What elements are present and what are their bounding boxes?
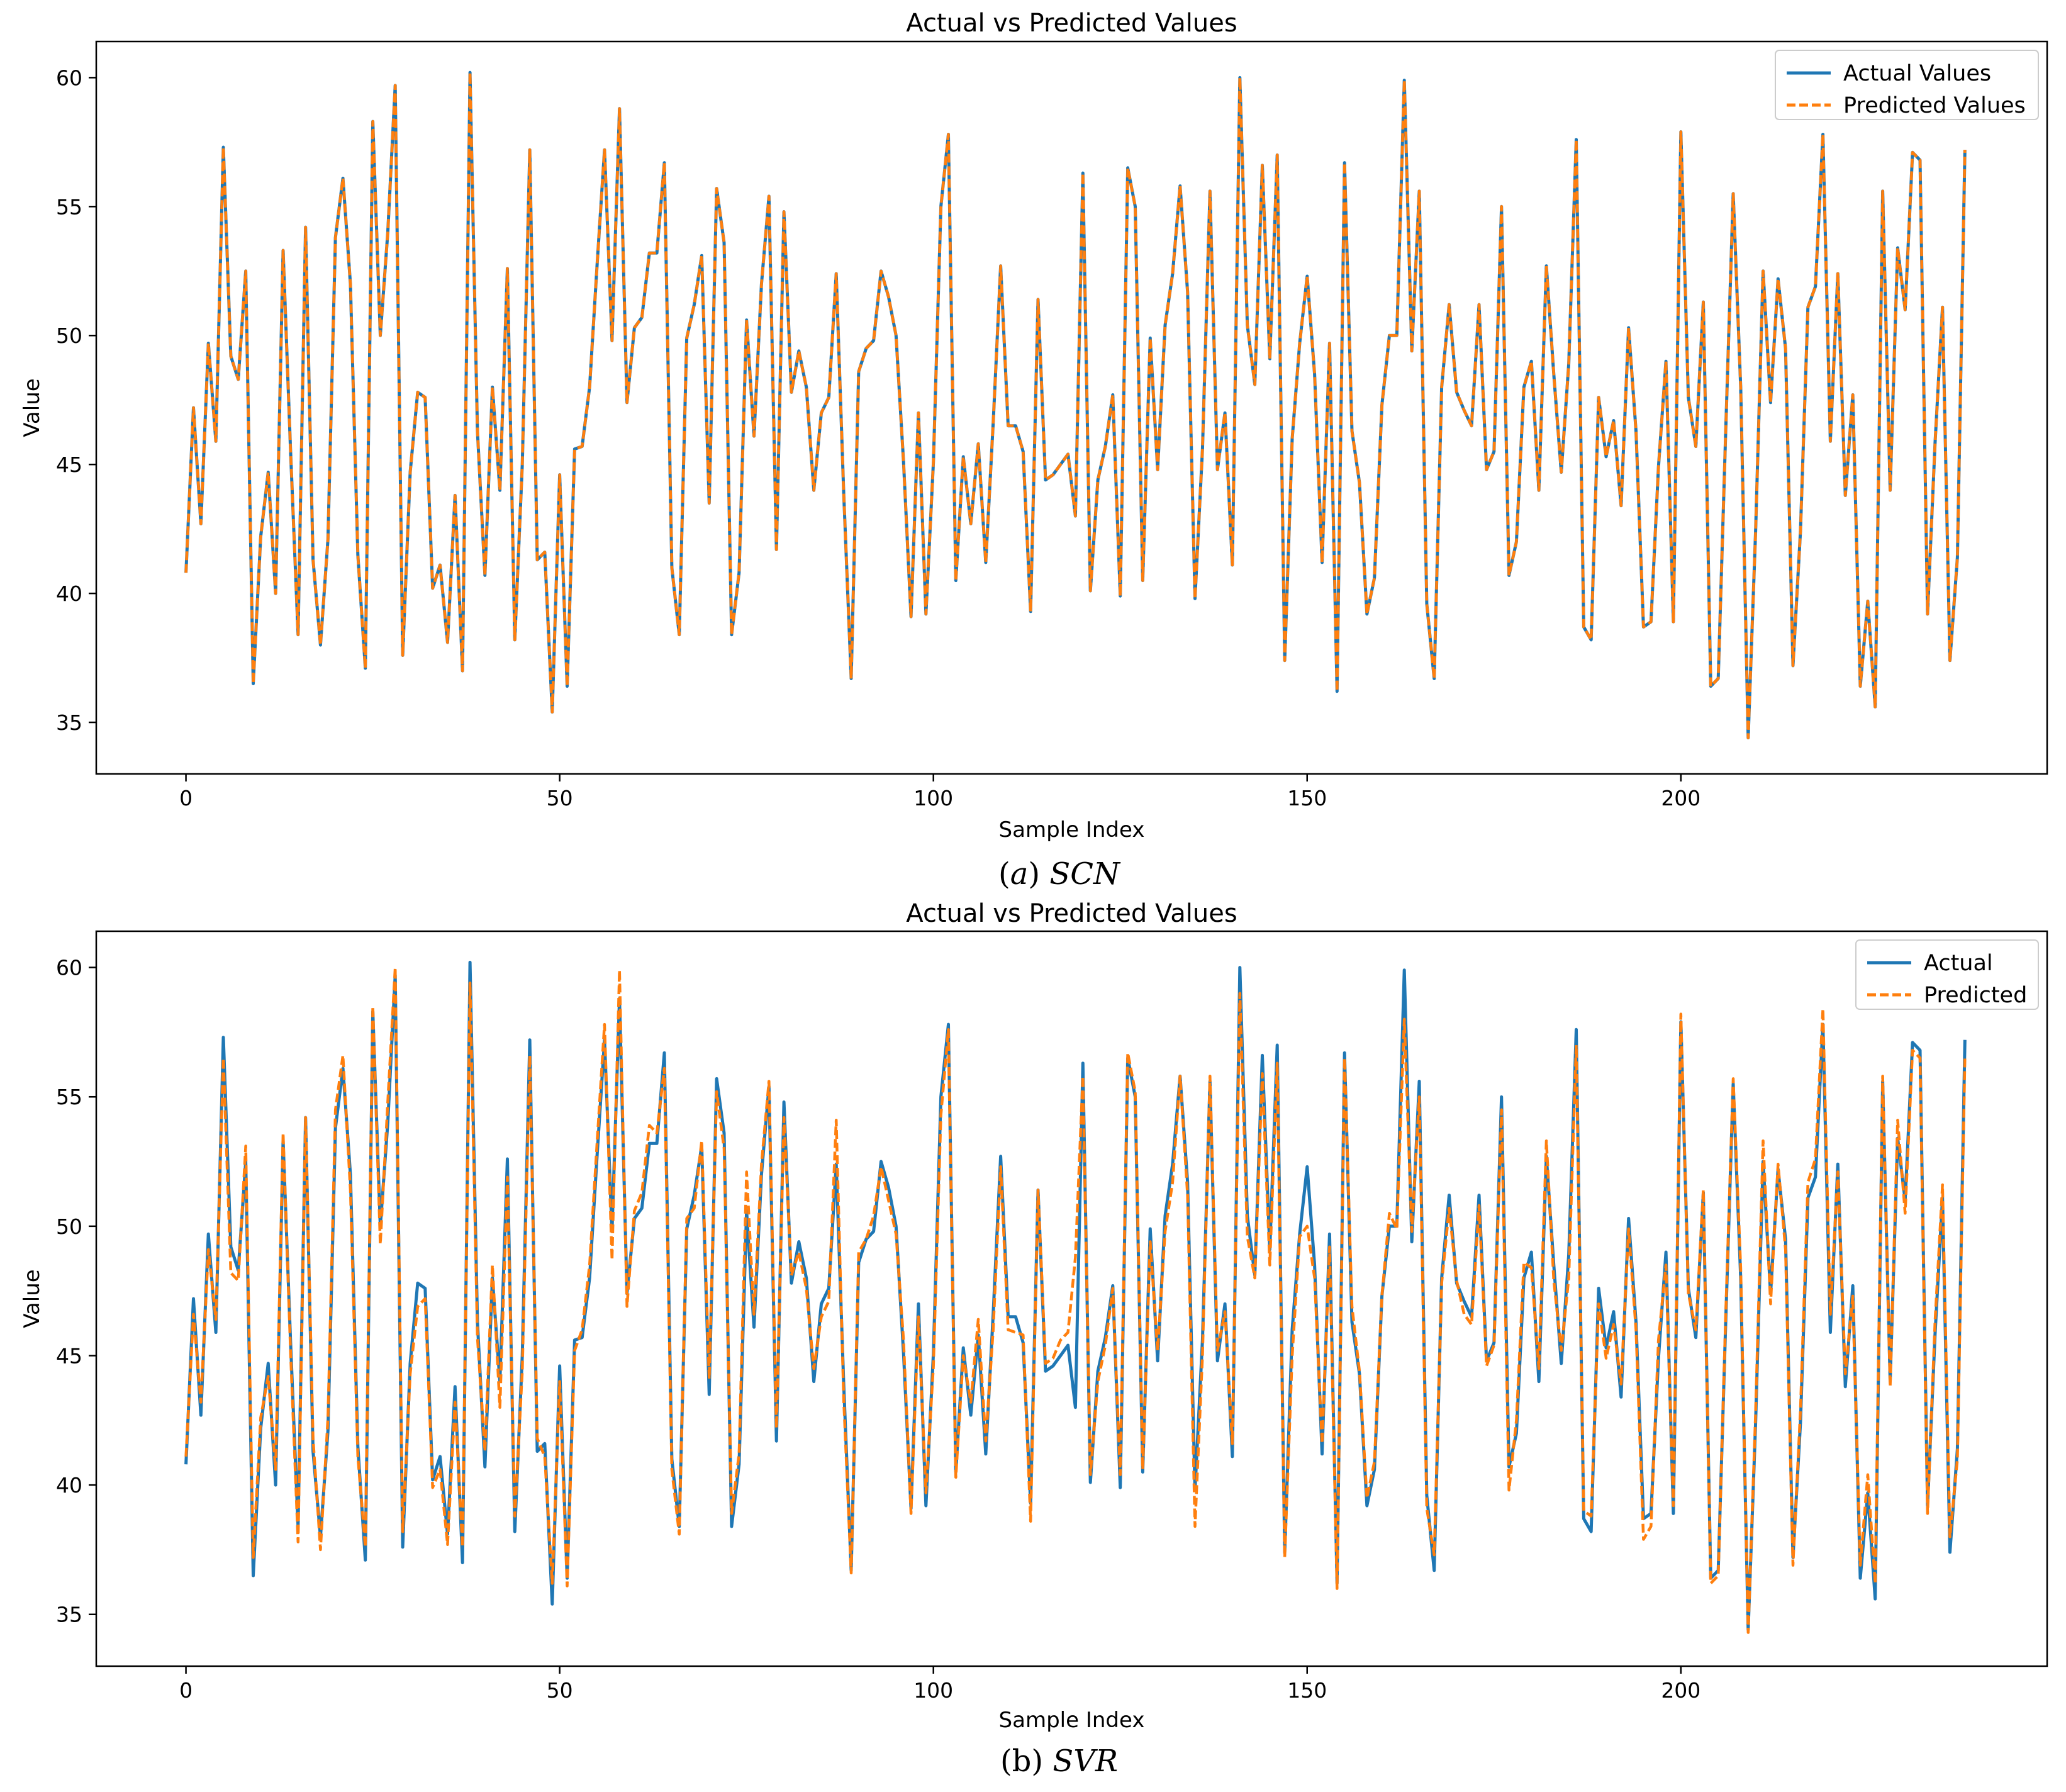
y-tick-label: 60 <box>56 65 82 90</box>
x-tick-label: 50 <box>547 1678 573 1703</box>
legend-label: Actual <box>1924 951 1993 976</box>
y-tick-label: 55 <box>56 1085 82 1109</box>
y-tick-label: 35 <box>56 710 82 735</box>
legend-label: Predicted Values <box>1843 93 2026 118</box>
x-axis-label: Sample Index <box>999 1708 1145 1733</box>
legend-box <box>1855 939 2039 1010</box>
legend-box <box>1775 50 2039 120</box>
x-tick-label: 0 <box>179 1678 193 1703</box>
plot-frame <box>95 40 2048 775</box>
y-tick-label: 45 <box>56 452 82 477</box>
y-tick-label: 45 <box>56 1343 82 1368</box>
figure-caption: (a) SCN <box>998 856 1121 892</box>
legend-label: Predicted <box>1924 983 2027 1008</box>
series-line-pred_b <box>184 966 1967 1634</box>
chart-title: Actual vs Predicted Values <box>906 9 1237 38</box>
chart-svr: Actual vs Predicted Values 0 50 100 150 200 35… <box>20 899 2048 1779</box>
x-tick-label: 200 <box>1661 786 1700 810</box>
x-tick-label: 200 <box>1661 1678 1700 1703</box>
x-tick-label: 0 <box>179 786 193 810</box>
y-tick-label: 50 <box>56 1214 82 1239</box>
y-tick-label: 35 <box>56 1603 82 1627</box>
y-tick-label: 40 <box>56 1473 82 1498</box>
plot-frame <box>95 930 2048 1667</box>
chart-title: Actual vs Predicted Values <box>906 899 1237 928</box>
series-line-pred_a <box>184 70 1967 739</box>
x-axis-label: Sample Index <box>999 817 1145 843</box>
y-tick-label: 55 <box>56 194 82 219</box>
figure-caption: (b) SVR <box>1000 1744 1118 1779</box>
y-tick-label: 50 <box>56 323 82 348</box>
x-tick-label: 150 <box>1287 1678 1327 1703</box>
x-tick-label: 100 <box>913 786 953 810</box>
x-tick-label: 100 <box>913 1678 953 1703</box>
x-tick-label: 50 <box>547 786 573 810</box>
y-axis-label: Value <box>20 1269 45 1328</box>
y-axis-label: Value <box>20 378 45 437</box>
legend-label: Actual Values <box>1843 61 1991 86</box>
x-tick-label: 150 <box>1287 786 1327 810</box>
y-tick-label: 60 <box>56 956 82 980</box>
y-tick-label: 40 <box>56 581 82 606</box>
chart-scn: Actual vs Predicted Values 0 50 100 150 200 35… <box>20 9 2048 892</box>
series-line-actual <box>184 70 1967 740</box>
